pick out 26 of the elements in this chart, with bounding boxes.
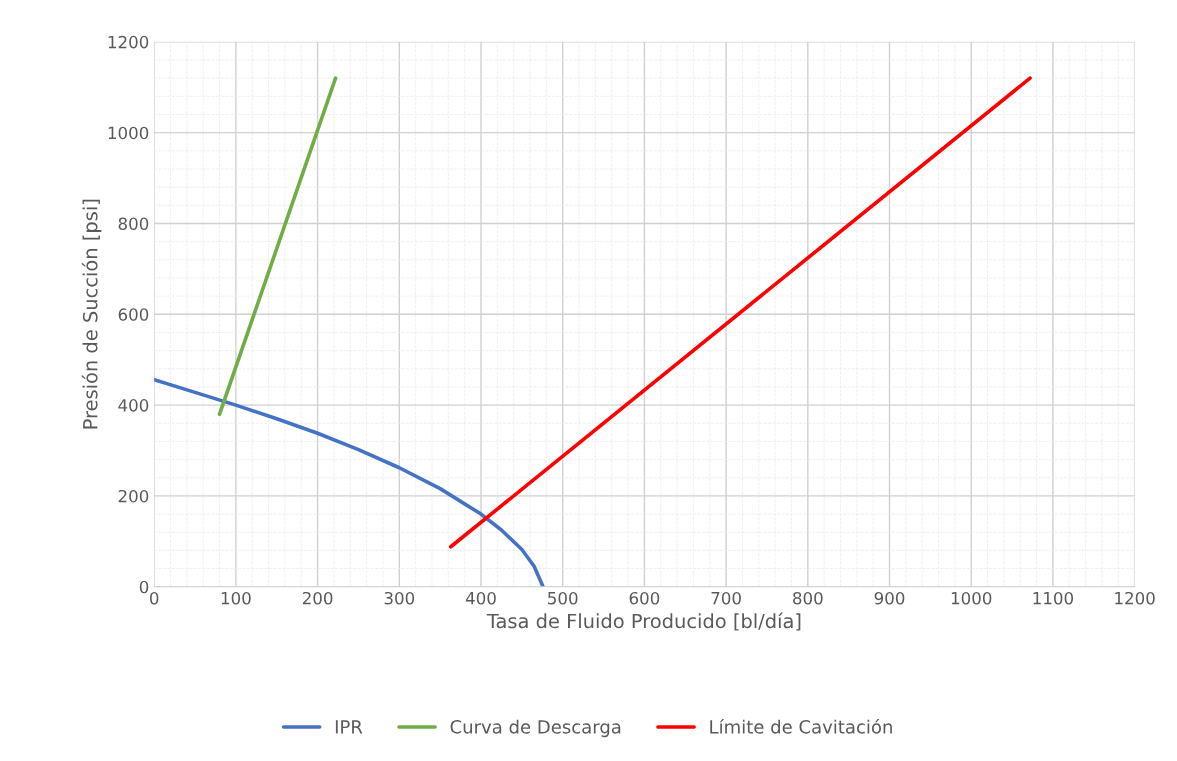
- x-tick-label: 0: [149, 591, 159, 605]
- x-tick-label: 200: [302, 591, 333, 605]
- x-tick-label: 1100: [1033, 591, 1074, 605]
- x-tick-label: 400: [465, 591, 496, 605]
- x-tick-label: 800: [793, 591, 823, 605]
- y-tick-label: 800: [118, 217, 149, 231]
- y-tick-label: 400: [118, 399, 149, 412]
- x-axis-title: Tasa de Fluido Producido [bl/día]: [486, 612, 801, 631]
- y-axis-title: Presión de Succión [psi]: [81, 199, 102, 429]
- y-tick-label: 0: [139, 580, 149, 594]
- x-tick-label: 300: [384, 591, 415, 605]
- x-tick-label: 1000: [951, 591, 992, 605]
- x-tick-label: 600: [629, 591, 660, 605]
- line-series: [154, 377, 545, 587]
- y-tick-label: 600: [118, 308, 149, 321]
- x-tick-label: 100: [221, 591, 251, 605]
- legend-label: IPR: [335, 720, 363, 734]
- x-tick-label: 900: [874, 591, 905, 605]
- y-tick-label: 1200: [108, 35, 149, 49]
- x-tick-label: 500: [548, 591, 578, 605]
- y-tick-label: 1000: [108, 126, 149, 140]
- y-tick-label: 200: [118, 489, 149, 503]
- legend-label: Límite de Cavitación: [710, 718, 892, 734]
- legend-label: Curva de Descarga: [450, 719, 621, 738]
- x-tick-label: 700: [711, 591, 741, 605]
- x-tick-label: 1200: [1115, 591, 1155, 605]
